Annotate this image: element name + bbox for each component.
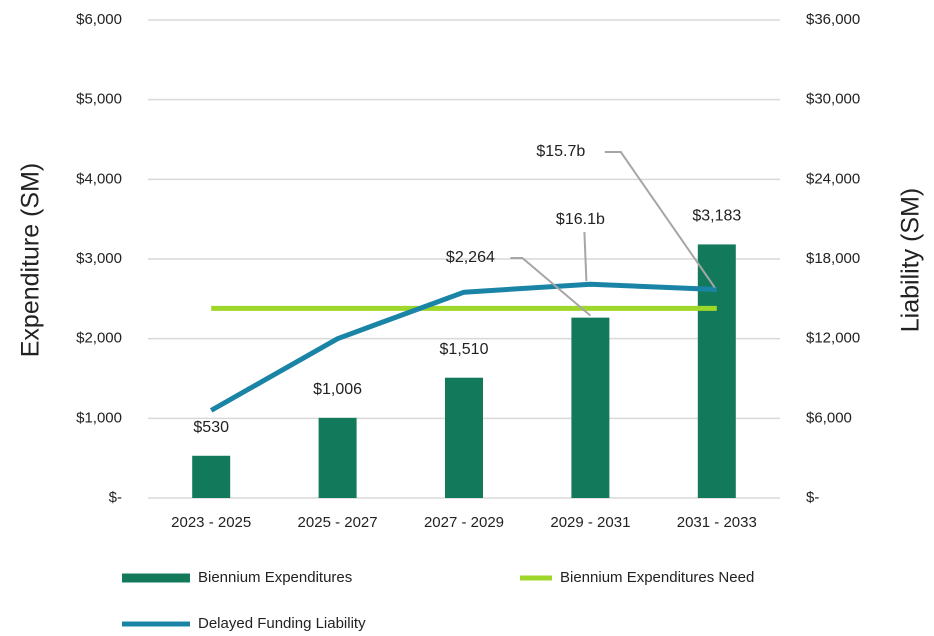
y2-tick-label: $18,000: [806, 250, 860, 267]
y2-tick-label: $30,000: [806, 91, 860, 108]
bar: [318, 417, 357, 498]
y2-tick-label: $-: [806, 489, 819, 506]
legend-label: Delayed Funding Liability: [198, 615, 366, 632]
line: [209, 281, 717, 413]
data-label: $1,006: [313, 381, 362, 398]
y-tick-label: $-: [109, 489, 122, 506]
y-tick-label: $6,000: [76, 11, 122, 28]
x-tick-label: 2031 - 2033: [677, 514, 757, 531]
data-label: $3,183: [692, 208, 741, 225]
bar: [445, 377, 483, 498]
leader-line: [604, 151, 716, 289]
data-label: $16.1b: [556, 211, 605, 228]
data-label: $15.7b: [536, 143, 585, 160]
y-tick-label: $3,000: [76, 250, 122, 267]
y-tick-label: $5,000: [76, 91, 122, 108]
legend-label: Biennium Expenditures: [198, 569, 352, 586]
data-label: $530: [193, 419, 229, 436]
x-tick-label: 2029 - 2031: [550, 514, 630, 531]
x-tick-label: 2023 - 2025: [171, 514, 251, 531]
x-tick-label: 2027 - 2029: [424, 514, 504, 531]
y2-tick-label: $24,000: [806, 170, 860, 187]
leader-line: [583, 231, 588, 282]
legend-label: Biennium Expenditures Need: [560, 569, 754, 586]
leader-line: [510, 257, 592, 317]
y-tick-label: $2,000: [76, 330, 122, 347]
data-label: $1,510: [440, 341, 489, 358]
y2-axis-title: Liability (SM): [897, 188, 925, 332]
y2-tick-label: $12,000: [806, 330, 860, 347]
bar: [697, 244, 736, 498]
y-tick-label: $1,000: [76, 409, 122, 426]
data-label: $2,264: [446, 249, 495, 266]
y2-tick-label: $36,000: [806, 11, 860, 28]
y-axis-title: Expenditure (SM): [17, 163, 45, 358]
y-tick-label: $4,000: [76, 170, 122, 187]
bar: [571, 317, 610, 498]
y2-tick-label: $6,000: [806, 409, 852, 426]
bar: [192, 455, 231, 498]
x-tick-label: 2025 - 2027: [298, 514, 378, 531]
